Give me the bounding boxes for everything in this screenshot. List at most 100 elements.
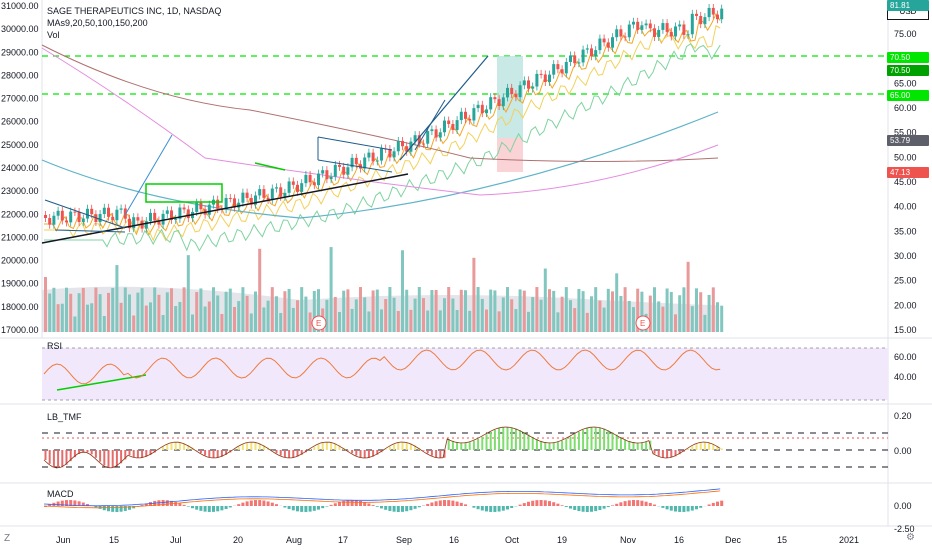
macd-histogram-bar: [560, 505, 564, 506]
trendline[interactable]: [399, 55, 489, 161]
macd-histogram-bar: [123, 506, 127, 511]
volume-bar: [186, 255, 190, 332]
candle-body: [640, 25, 644, 30]
volume-bar: [258, 248, 262, 332]
macd-histogram-bar: [699, 506, 703, 508]
volume-bar: [56, 304, 60, 332]
volume-bar: [371, 290, 375, 332]
volume-bar: [52, 287, 56, 332]
volume-bar: [636, 288, 640, 332]
candle-body: [535, 73, 539, 87]
candle-body: [249, 197, 253, 205]
candle-body: [573, 55, 577, 64]
macd-histogram-bar: [140, 505, 144, 506]
candle-body: [73, 211, 77, 213]
macd-histogram-bar: [543, 500, 547, 506]
volume-bar: [548, 289, 551, 332]
volume-bar: [107, 292, 110, 332]
volume-bar: [191, 314, 194, 332]
trendline[interactable]: [414, 99, 446, 151]
candle-body: [543, 74, 547, 83]
macd-histogram-bar: [585, 506, 589, 512]
candle-body: [207, 204, 211, 215]
volume-bar: [615, 273, 619, 332]
macd-histogram-bar: [371, 505, 375, 506]
volume-bar: [195, 292, 199, 332]
macd-histogram-bar: [485, 506, 488, 512]
trendline[interactable]: [54, 229, 126, 233]
volume-bar: [270, 287, 274, 332]
volume-bar: [241, 287, 245, 332]
volume-bar: [560, 296, 564, 332]
candle-body: [611, 37, 614, 48]
macd-histogram-bar: [388, 506, 392, 511]
volume-bar: [81, 287, 85, 332]
gear-icon[interactable]: ⚙: [906, 532, 915, 543]
channel-line[interactable]: [317, 136, 393, 151]
volume-bar: [304, 296, 308, 332]
macd-histogram-bar: [531, 500, 535, 506]
candle-body: [170, 210, 173, 220]
macd-histogram-bar: [522, 503, 526, 506]
candle-body: [682, 24, 686, 35]
trendline[interactable]: [124, 134, 173, 216]
macd-histogram-bar: [69, 500, 73, 506]
volume-bar: [447, 287, 451, 332]
green-line[interactable]: [254, 162, 286, 171]
candle-body: [548, 74, 551, 83]
candle-body: [354, 157, 358, 165]
volume-bar: [510, 299, 514, 332]
volume-bar: [396, 310, 400, 332]
right-axis-tick: 35.00: [894, 226, 917, 236]
macd-histogram-bar: [291, 506, 295, 511]
macd-histogram-bar: [548, 501, 551, 506]
earnings-marker[interactable]: [311, 315, 327, 331]
candle-body: [44, 215, 47, 218]
left-axis-tick: 18000.00: [1, 302, 39, 312]
x-axis-tick: Jun: [56, 535, 71, 545]
candle-body: [392, 151, 396, 158]
volume-bar: [359, 287, 362, 332]
macd-histogram-bar: [623, 501, 627, 506]
trendline[interactable]: [44, 199, 126, 229]
macd-histogram-bar: [581, 506, 585, 512]
macd-histogram-bar: [451, 500, 455, 506]
volume-bar: [392, 297, 396, 332]
x-axis-tick: Jul: [170, 535, 182, 545]
volume-bar: [476, 287, 480, 332]
candle-body: [594, 50, 598, 57]
consolidation-box[interactable]: [145, 183, 223, 203]
macd-histogram-bar: [619, 502, 623, 506]
volume-bar: [485, 309, 488, 332]
macd-histogram-bar: [380, 506, 383, 509]
candle-body: [300, 183, 304, 192]
candle-body: [556, 64, 560, 70]
rsi-divergence-line[interactable]: [56, 374, 147, 391]
candle-body: [346, 167, 350, 175]
zoom-icon[interactable]: Z: [4, 533, 11, 544]
macd-histogram-bar: [81, 502, 85, 506]
macd-histogram-bar: [60, 500, 64, 506]
volume-bar: [237, 301, 241, 332]
macd-histogram-bar: [367, 503, 371, 506]
candle-body: [317, 173, 320, 186]
volume-bar: [657, 301, 661, 332]
macd-histogram-bar: [44, 506, 47, 507]
candle-body: [132, 217, 136, 229]
channel-line[interactable]: [317, 159, 393, 173]
candle-body: [350, 157, 354, 168]
candle-body: [275, 187, 278, 189]
macd-histogram-bar: [665, 506, 669, 510]
candle-body: [241, 192, 245, 203]
earnings-marker[interactable]: [635, 315, 651, 331]
macd-histogram-bar: [199, 506, 203, 511]
volume-bar: [489, 289, 493, 332]
candle-body: [430, 129, 434, 132]
x-axis-tick: 16: [449, 535, 459, 545]
candle-body: [312, 182, 316, 186]
candle-body: [653, 28, 656, 37]
right-axis-tick: 60.00: [894, 103, 917, 113]
macd-histogram-bar: [308, 506, 312, 512]
candle-body: [699, 15, 703, 25]
